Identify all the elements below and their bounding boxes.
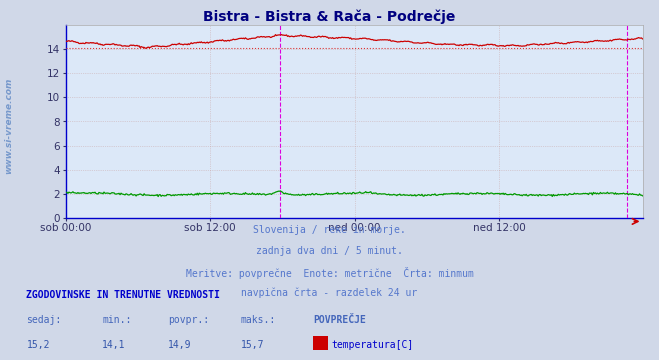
Text: navpična črta - razdelek 24 ur: navpična črta - razdelek 24 ur [241,288,418,298]
Text: 14,1: 14,1 [102,340,126,350]
Text: sedaj:: sedaj: [26,315,61,325]
Text: POVPREČJE: POVPREČJE [313,315,366,325]
Text: Meritve: povprečne  Enote: metrične  Črta: minmum: Meritve: povprečne Enote: metrične Črta:… [186,267,473,279]
Text: 15,2: 15,2 [26,340,50,350]
Text: maks.:: maks.: [241,315,275,325]
Text: 14,9: 14,9 [168,340,192,350]
Text: ZGODOVINSKE IN TRENUTNE VREDNOSTI: ZGODOVINSKE IN TRENUTNE VREDNOSTI [26,290,220,300]
Text: povpr.:: povpr.: [168,315,209,325]
Text: Slovenija / reke in morje.: Slovenija / reke in morje. [253,225,406,235]
Text: Bistra - Bistra & Rača - Podrečje: Bistra - Bistra & Rača - Podrečje [204,9,455,23]
Text: 15,7: 15,7 [241,340,264,350]
Text: www.si-vreme.com: www.si-vreme.com [4,78,13,174]
Text: zadnja dva dni / 5 minut.: zadnja dva dni / 5 minut. [256,246,403,256]
Text: temperatura[C]: temperatura[C] [331,340,414,350]
Text: min.:: min.: [102,315,132,325]
